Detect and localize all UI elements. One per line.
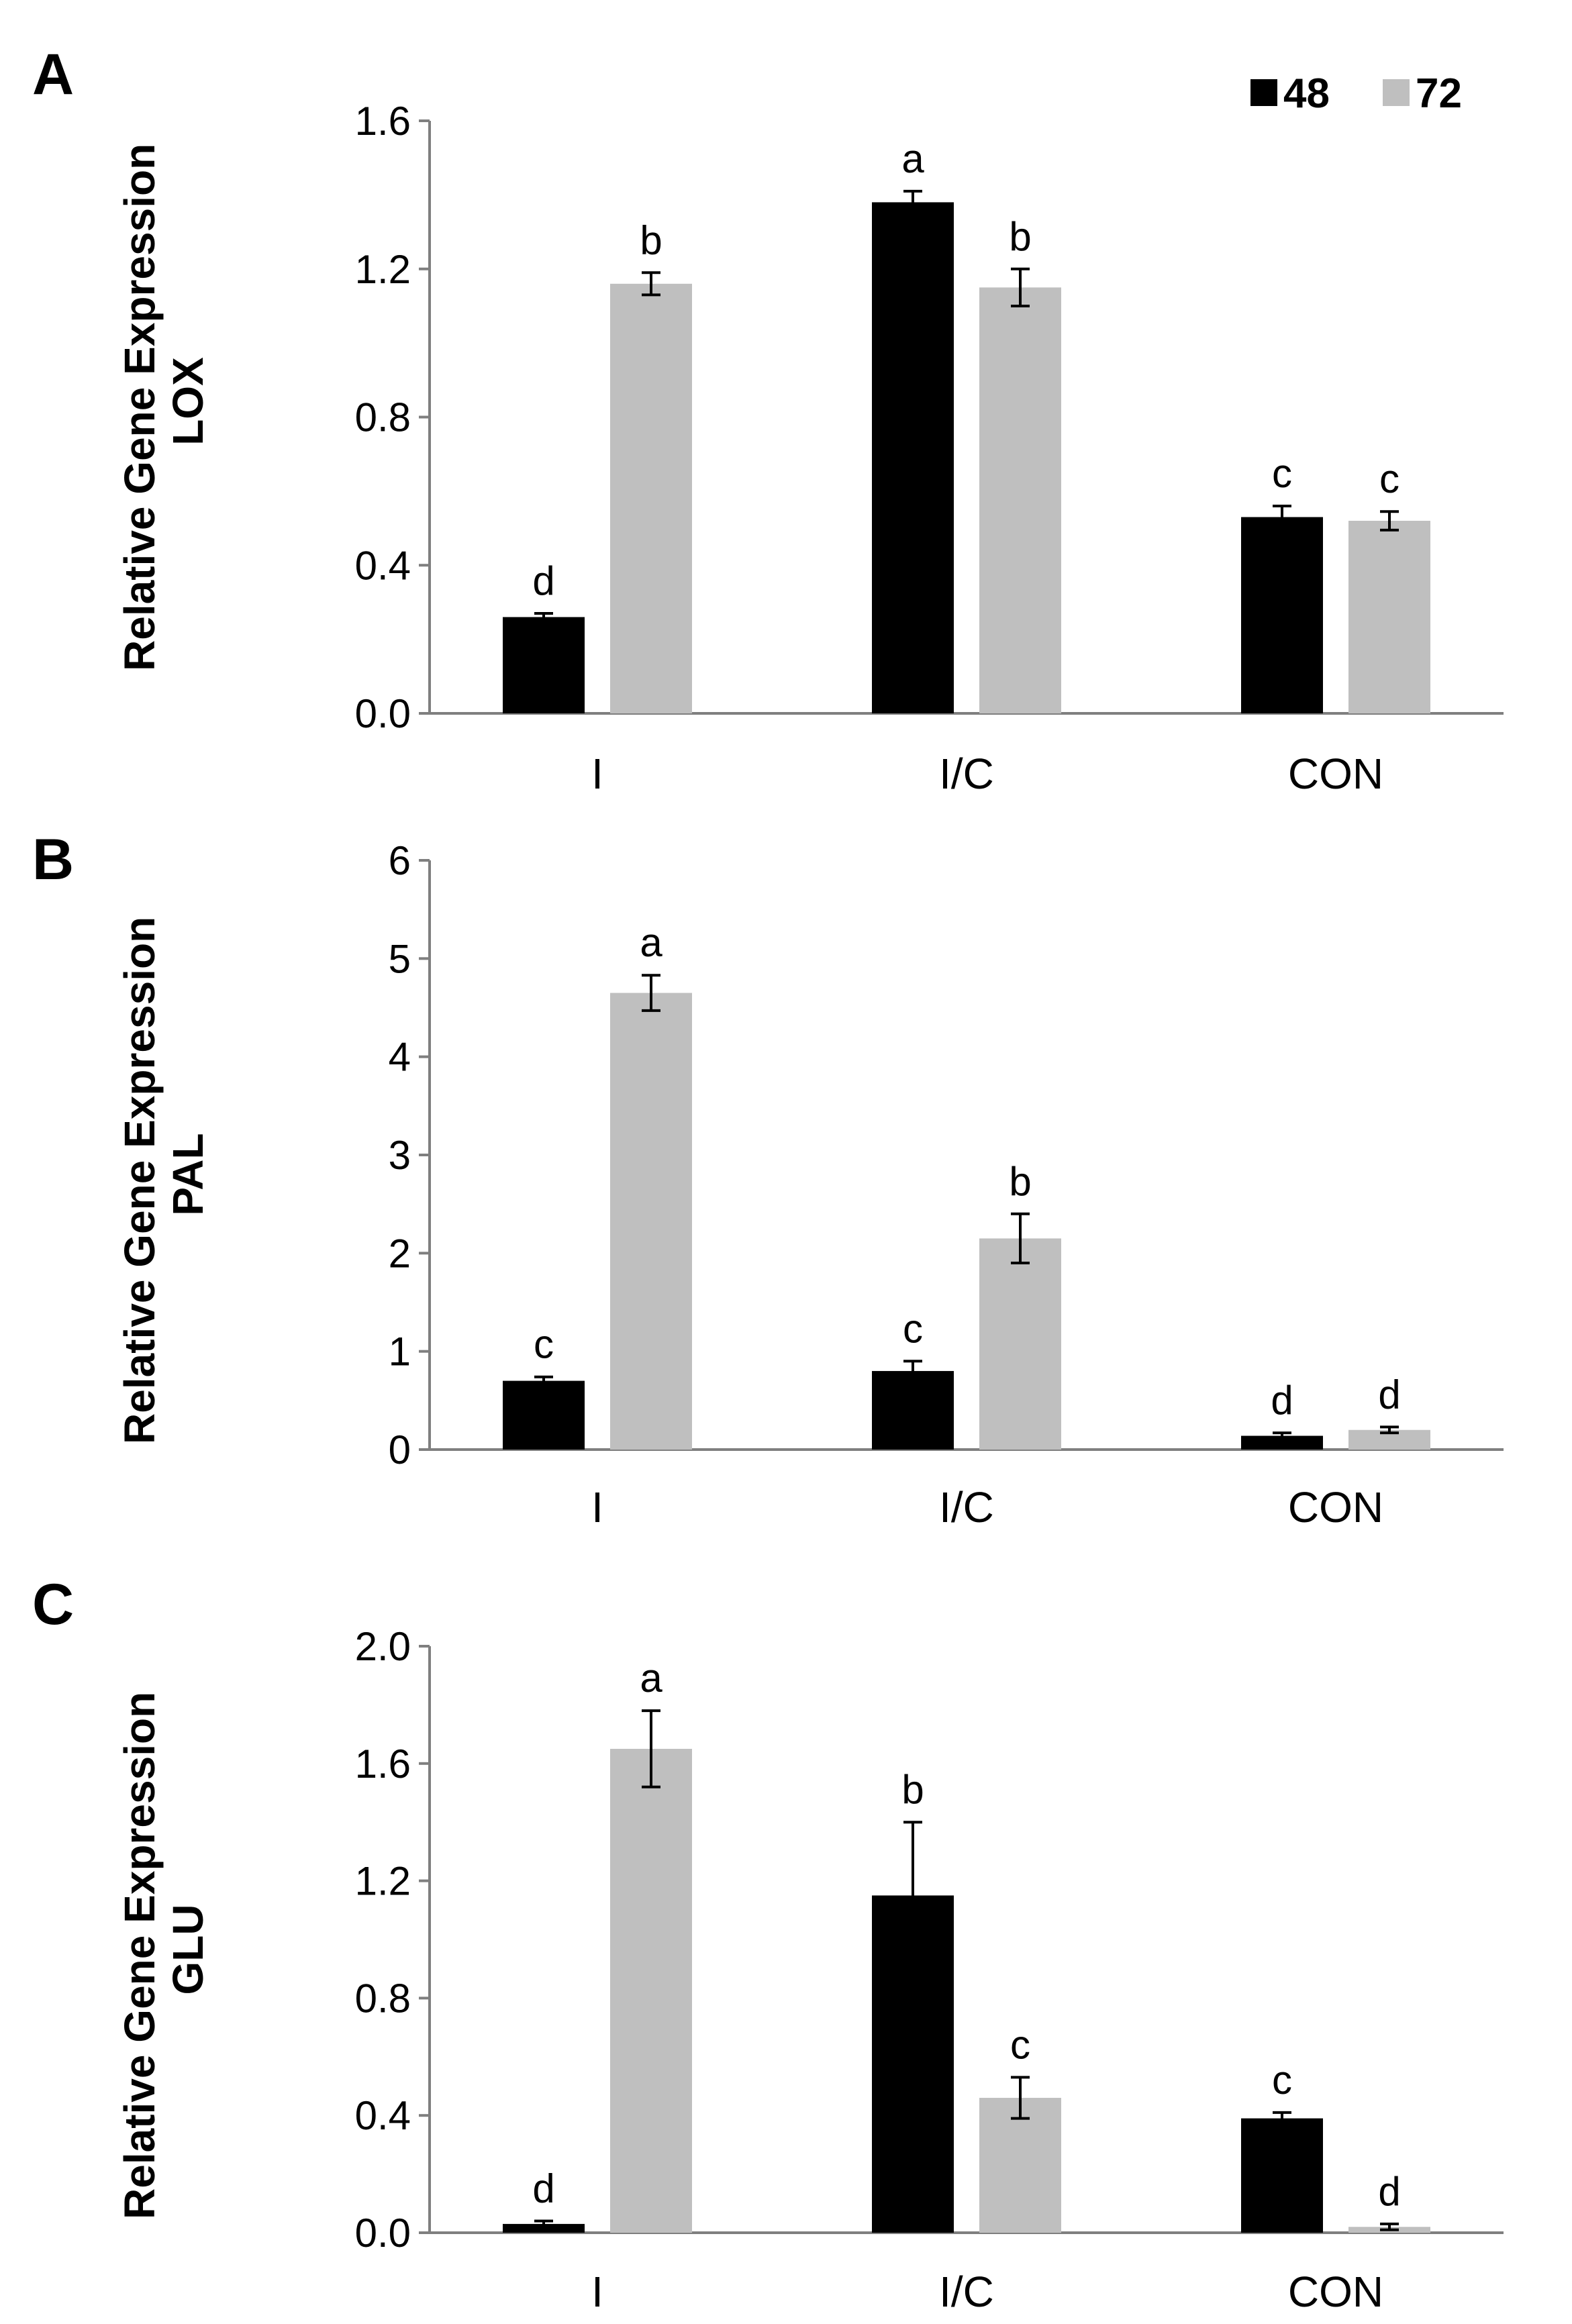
- y-tick-label-c-2: 0.8: [355, 1976, 411, 2021]
- y-tick-label-c-1: 0.4: [355, 2093, 411, 2138]
- x-category-label-c-2: CON: [1288, 2268, 1383, 2316]
- panel-b: B Relative Gene Expression PAL 0 1 2 3 4 5 6 I I…: [32, 827, 1504, 1531]
- y-tick-label-b-0: 0: [389, 1427, 411, 1472]
- significance-letter-c-48-0: d: [532, 2166, 554, 2211]
- legend-swatch-48: [1250, 79, 1277, 106]
- bar-b-48-2: [1241, 1435, 1323, 1450]
- x-category-label-c-0: I: [591, 2268, 603, 2316]
- y-tick-label-c-0: 0.0: [355, 2211, 411, 2256]
- significance-letter-a-48-2: c: [1272, 451, 1292, 496]
- significance-letter-c-48-1: b: [901, 1767, 924, 1812]
- significance-letter-a-48-1: a: [901, 136, 924, 181]
- y-tick-label-a-2: 0.8: [355, 395, 411, 440]
- significance-letter-a-72-0: b: [640, 217, 662, 262]
- significance-letter-c-48-2: c: [1272, 2058, 1292, 2103]
- x-category-label-a-1: I/C: [939, 750, 994, 798]
- panel-letter-a: A: [32, 42, 74, 107]
- significance-letter-a-72-1: b: [1009, 214, 1031, 259]
- y-tick-label-b-2: 2: [389, 1231, 411, 1276]
- x-category-label-a-0: I: [591, 750, 603, 798]
- y-tick-label-b-5: 5: [389, 936, 411, 981]
- bar-a-72-0: [610, 283, 692, 713]
- bar-a-72-1: [979, 287, 1061, 713]
- bar-b-72-0: [610, 993, 692, 1450]
- y-tick-label-b-4: 4: [389, 1035, 411, 1080]
- significance-letter-a-48-0: d: [532, 558, 554, 603]
- bar-b-48-1: [872, 1370, 954, 1450]
- y-tick-label-c-3: 1.2: [355, 1859, 411, 1904]
- y-tick-label-b-6: 6: [389, 838, 411, 883]
- y-axis-label-c-line2: GLU: [164, 1904, 212, 1994]
- y-tick-label-a-4: 1.6: [355, 99, 411, 144]
- significance-letter-b-72-1: b: [1009, 1159, 1031, 1204]
- significance-letter-c-72-0: a: [640, 1656, 662, 1701]
- y-axis-label-b-line2: PAL: [164, 1133, 212, 1215]
- y-tick-label-a-3: 1.2: [355, 247, 411, 292]
- legend-swatch-72: [1383, 79, 1410, 106]
- y-axis-label-b: Relative Gene Expression PAL: [115, 905, 212, 1444]
- y-tick-label-c-4: 1.6: [355, 1741, 411, 1786]
- legend-label-48: 48: [1283, 70, 1330, 117]
- significance-letter-b-72-2: d: [1378, 1372, 1400, 1417]
- panel-c: C Relative Gene Expression GLU 0.0 0.4 0.8…: [32, 1572, 1504, 2316]
- y-tick-label-a-0: 0.0: [355, 691, 411, 736]
- panel-letter-b: B: [32, 827, 74, 892]
- legend-label-72: 72: [1416, 70, 1462, 117]
- bar-a-72-2: [1348, 521, 1430, 713]
- bar-a-48-1: [872, 202, 954, 714]
- y-tick-label-c-5: 2.0: [355, 1624, 411, 1669]
- y-axis-label-a-line1: Relative Gene Expression: [115, 144, 164, 671]
- y-tick-label-b-1: 1: [389, 1329, 411, 1374]
- bar-a-48-0: [503, 617, 585, 713]
- significance-letter-b-48-2: d: [1271, 1378, 1293, 1423]
- significance-letter-b-48-1: c: [903, 1306, 923, 1351]
- bar-b-48-0: [503, 1380, 585, 1450]
- bar-c-48-2: [1241, 2118, 1323, 2233]
- y-axis-label-c-line1: Relative Gene Expression: [115, 1692, 164, 2219]
- significance-letter-b-48-0: c: [534, 1322, 554, 1367]
- x-category-label-a-2: CON: [1288, 750, 1383, 798]
- y-axis-label-a: Relative Gene Expression LOX: [115, 132, 212, 671]
- significance-letter-b-72-0: a: [640, 920, 662, 965]
- x-category-label-b-1: I/C: [939, 1483, 994, 1531]
- panel-letter-c: C: [32, 1572, 74, 1637]
- panel-a: A Relative Gene Expression LOX 0.0 0.4 0.8…: [32, 42, 1504, 798]
- x-category-label-b-2: CON: [1288, 1483, 1383, 1531]
- x-category-label-b-0: I: [591, 1483, 603, 1531]
- bar-c-72-0: [610, 1748, 692, 2233]
- bar-b-72-1: [979, 1238, 1061, 1450]
- bar-c-48-0: [503, 2223, 585, 2233]
- bar-a-48-2: [1241, 517, 1323, 713]
- x-category-label-c-1: I/C: [939, 2268, 994, 2316]
- y-axis-label-a-line2: LOX: [164, 357, 212, 446]
- y-tick-label-b-3: 3: [389, 1133, 411, 1178]
- y-axis-label-b-line1: Relative Gene Expression: [115, 917, 164, 1444]
- y-axis-label-c: Relative Gene Expression GLU: [115, 1680, 212, 2219]
- legend: 48 72: [1250, 70, 1462, 117]
- significance-letter-c-72-1: c: [1010, 2022, 1030, 2067]
- significance-letter-c-72-2: d: [1378, 2169, 1400, 2214]
- bar-c-72-1: [979, 2097, 1061, 2233]
- y-tick-label-a-1: 0.4: [355, 543, 411, 588]
- significance-letter-a-72-2: c: [1379, 456, 1399, 501]
